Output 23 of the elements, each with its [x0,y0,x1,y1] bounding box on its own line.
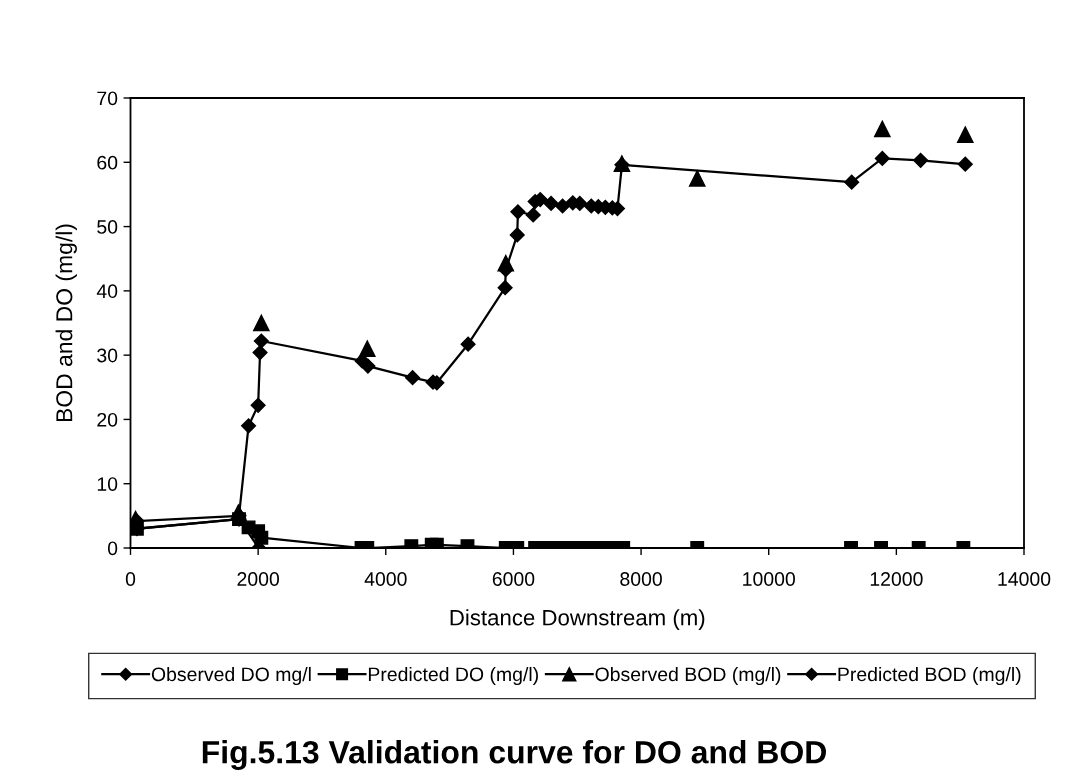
y-tick-label: 50 [97,220,118,234]
legend-label: Observed DO mg/l [151,666,311,686]
x-tick-label: 12000 [870,572,923,586]
y-tick-label: 60 [97,155,118,170]
y-tick-label: 10 [97,477,118,491]
y-axis-title: BOD and DO (mg/l) [55,224,77,422]
y-tick-label: 0 [107,541,118,556]
legend-label: Observed BOD (mg/l) [595,666,781,686]
y-tick-label: 20 [97,412,118,427]
x-tick-label: 10000 [743,572,795,586]
x-tick-label: 6000 [492,572,535,586]
x-tick-label: 8000 [620,572,662,586]
y-tick-label: 70 [97,91,118,106]
y-tick-label: 40 [96,284,118,299]
y-tick-label: 30 [97,348,118,363]
legend-label: Predicted BOD (mg/l) [838,666,1021,686]
legend-label: Predicted DO (mg/l) [368,666,538,686]
x-tick-label: 14000 [998,572,1051,586]
x-tick-label: 2000 [237,572,280,586]
x-tick-label: 0 [125,572,136,586]
x-axis-title: Distance Downstream (m) [450,609,705,630]
text: Fig.5.13 Validation curve for DO and BOD [202,740,826,770]
x-tick-label: 4000 [364,572,407,586]
